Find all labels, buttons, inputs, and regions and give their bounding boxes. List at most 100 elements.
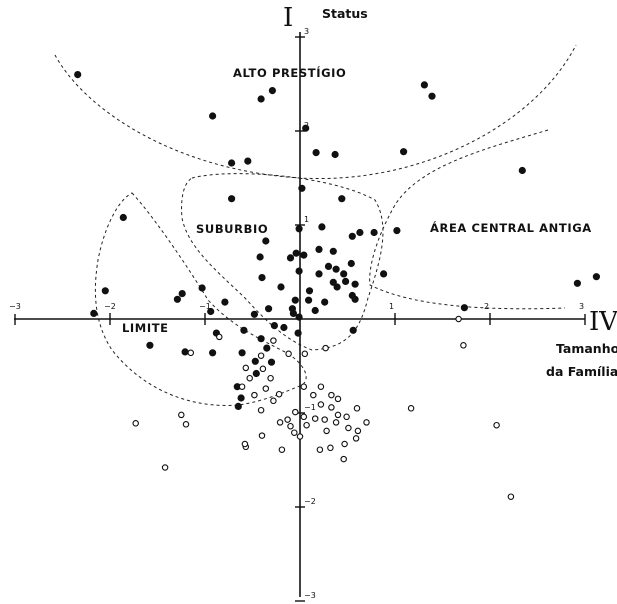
open-point-35	[363, 419, 370, 426]
open-point-15	[300, 383, 308, 390]
filled-point-75	[238, 349, 246, 357]
open-point-3	[322, 344, 329, 352]
y-tick-label-2: −1	[304, 403, 316, 412]
open-point-21	[270, 397, 277, 405]
filled-point-51	[221, 298, 229, 306]
filled-point-76	[263, 344, 271, 352]
open-point-2	[460, 342, 467, 349]
open-point-10	[246, 374, 253, 382]
open-point-45	[323, 427, 330, 435]
filled-point-22	[348, 232, 356, 240]
open-point-22	[317, 401, 325, 408]
open-point-55	[340, 455, 347, 463]
y-tick-label-5: 3	[304, 27, 309, 36]
filled-point-63	[240, 326, 248, 334]
filled-point-28	[256, 253, 264, 261]
open-point-50	[341, 440, 348, 448]
filled-point-7	[400, 148, 408, 156]
filled-point-64	[349, 326, 357, 334]
filled-point-70	[573, 279, 582, 287]
x-tick-label-2: −1	[199, 302, 211, 311]
open-point-32	[311, 415, 319, 422]
filled-point-17	[295, 225, 303, 233]
filled-point-13	[298, 184, 306, 192]
filled-point-59	[207, 307, 215, 316]
filled-point-82	[234, 402, 242, 410]
region-label-alto-prestigio: ALTO PRESTÍGIO	[233, 65, 346, 80]
filled-point-45	[101, 287, 109, 295]
region-label-limite: LIMITE	[122, 321, 169, 335]
filled-point-39	[342, 277, 350, 285]
filled-point-38	[329, 278, 337, 286]
open-point-11	[267, 374, 274, 382]
open-point-44	[291, 429, 298, 436]
open-point-58	[507, 493, 515, 500]
filled-point-31	[324, 262, 333, 270]
filled-point-55	[265, 305, 273, 313]
open-point-28	[353, 405, 361, 412]
filled-point-57	[311, 306, 319, 315]
filled-point-65	[270, 322, 278, 330]
filled-point-44	[333, 283, 341, 291]
filled-point-66	[280, 323, 288, 332]
open-point-19	[328, 391, 335, 399]
filled-point-3	[209, 112, 217, 120]
open-point-23	[328, 404, 335, 411]
filled-point-49	[305, 296, 313, 304]
open-point-5	[285, 350, 292, 358]
filled-point-19	[393, 227, 401, 235]
filled-point-35	[340, 270, 348, 278]
filled-point-40	[351, 280, 359, 288]
filled-point-11	[244, 157, 252, 165]
y-axis-numeral: I	[283, 3, 293, 33]
filled-point-33	[295, 267, 303, 275]
filled-point-30	[347, 259, 355, 268]
open-point-33	[321, 416, 328, 423]
filled-point-67	[294, 329, 302, 337]
filled-point-10	[228, 159, 236, 167]
filled-point-54	[348, 291, 356, 300]
filled-point-34	[315, 270, 323, 278]
open-point-6	[301, 350, 309, 358]
filled-point-43	[305, 287, 314, 295]
filled-point-72	[146, 341, 154, 349]
open-point-24	[257, 406, 265, 414]
x-tick-label-3: 1	[389, 302, 394, 311]
open-point-14	[317, 383, 325, 390]
open-point-54	[241, 440, 249, 448]
region-labels: ALTO PRESTÍGIO SUBURBIO ÁREA CENTRAL ANT…	[122, 65, 592, 335]
filled-point-78	[267, 358, 276, 366]
filled-point-20	[356, 228, 364, 237]
filled-point-79	[252, 369, 260, 378]
filled-point-2	[257, 95, 265, 103]
y-tick-label-0: −3	[304, 591, 316, 600]
filled-point-41	[277, 283, 285, 291]
filled-point-56	[289, 309, 297, 317]
filled-point-18	[318, 223, 326, 231]
filled-point-4	[420, 81, 428, 89]
filled-point-24	[315, 245, 323, 253]
open-point-31	[284, 416, 291, 423]
open-point-47	[296, 433, 304, 440]
x-tick-label-5: 3	[579, 302, 584, 311]
filled-point-12	[518, 166, 526, 175]
filled-point-6	[302, 124, 310, 132]
filled-point-53	[321, 298, 329, 306]
open-point-4	[187, 349, 195, 357]
open-point-43	[132, 420, 139, 427]
open-point-29	[300, 413, 308, 421]
open-point-37	[287, 422, 294, 430]
filled-point-46	[178, 290, 186, 298]
open-point-41	[178, 411, 185, 419]
x-axis-numeral: IV	[589, 307, 617, 337]
open-point-59	[455, 315, 462, 323]
region-label-area-central: ÁREA CENTRAL ANTIGA	[430, 220, 592, 235]
filled-point-71	[592, 273, 601, 281]
filled-point-9	[331, 150, 339, 159]
x-tick-label-4: 2	[484, 302, 489, 311]
filled-point-16	[119, 213, 127, 222]
open-point-13	[262, 385, 270, 392]
open-point-36	[276, 419, 284, 426]
filled-point-61	[295, 313, 303, 321]
